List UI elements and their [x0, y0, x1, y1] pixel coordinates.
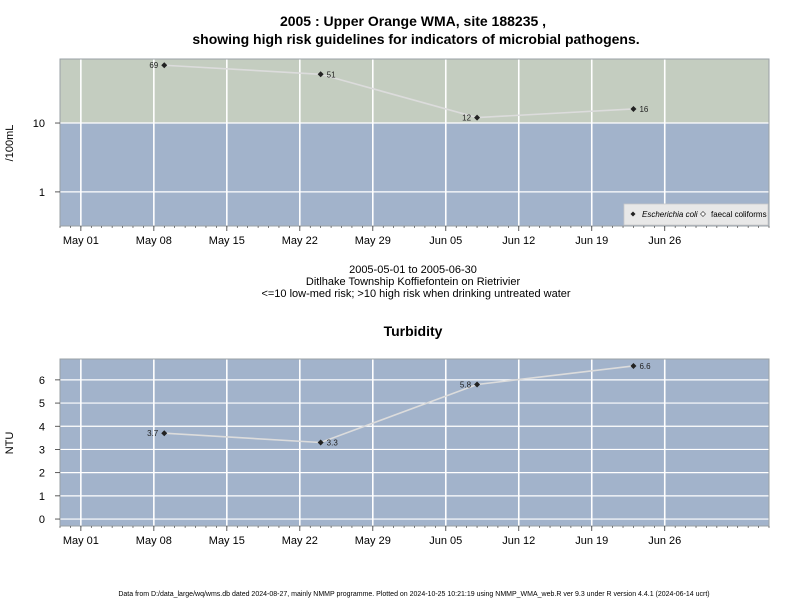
- chart2-x-tick-label: Jun 19: [575, 535, 608, 547]
- chart2-data-point: [317, 439, 324, 446]
- chart2-x-tick-label: May 08: [136, 535, 172, 547]
- chart2-y-axis: 0 1 2 3 4 5 6: [39, 375, 60, 526]
- chart2-y-tick-label: 2: [39, 468, 45, 480]
- legend-box: [623, 203, 769, 226]
- chart1-y-tick-label: 1: [39, 187, 45, 199]
- chart2-data-point: [161, 430, 168, 437]
- chart2-series-polyline: [164, 365, 634, 444]
- chart1-caption-site: Ditlhake Township Koffiefontein on Rietr…: [306, 276, 521, 288]
- chart2-background: [60, 359, 769, 526]
- legend-entry-1: Escherichia coli: [642, 210, 698, 219]
- chart1-x-tick-label: Jun 19: [575, 235, 608, 247]
- chart1-data-labels: 69 51 12 16: [149, 61, 649, 122]
- high-risk-zone: [60, 59, 769, 124]
- chart2-x-tick-label: May 01: [63, 535, 99, 547]
- chart2-series-line: [164, 365, 634, 444]
- chart1-x-tick-label: Jun 05: [429, 235, 462, 247]
- chart2-x-tick-label: Jun 05: [429, 535, 462, 547]
- chart2-y-tick-label: 6: [39, 375, 45, 387]
- legend-filled-diamond-icon: [630, 211, 636, 217]
- chart2-x-tick-label: Jun 26: [648, 535, 681, 547]
- chart1-series-line: [164, 64, 634, 119]
- chart2-points: [161, 362, 637, 446]
- chart1-y-axis-label: /100mL: [4, 125, 16, 162]
- chart1-x-tick-label: May 08: [136, 235, 172, 247]
- legend-hollow-diamond-icon: [700, 211, 706, 217]
- chart2-y-tick-label: 3: [39, 444, 45, 456]
- chart1-x-tick-label: May 01: [63, 235, 99, 247]
- chart1-caption-date-range: 2005-05-01 to 2005-06-30: [349, 264, 477, 276]
- chart1-x-tick-label: Jun 26: [648, 235, 681, 247]
- chart2-x-tick-label: May 29: [355, 535, 391, 547]
- chart2-data-label: 5.8: [460, 381, 472, 390]
- chart2-x-tick-label: Jun 12: [502, 535, 535, 547]
- chart2-y-axis-label: NTU: [4, 432, 16, 455]
- chart1-legend: Escherichia coli faecal coliforms: [623, 203, 769, 226]
- chart1-data-label: 51: [327, 70, 336, 79]
- chart1-x-tick-label: May 22: [282, 235, 318, 247]
- chart1-x-tick-label: May 29: [355, 235, 391, 247]
- chart2-data-label: 6.6: [639, 362, 651, 371]
- chart2-x-axis: May 01 May 08 May 15 May 22 May 29 Jun 05 Jun …: [59, 526, 770, 547]
- chart1-y-axis: 1 10: [33, 118, 60, 199]
- chart2-x-tick-label: May 15: [209, 535, 245, 547]
- chart1-data-point: [474, 114, 481, 121]
- chart2-plot-area: 3.7 3.3 5.8 6.6: [59, 358, 770, 527]
- chart1-series-polyline: [164, 64, 634, 119]
- chart2-y-tick-label: 5: [39, 398, 45, 410]
- chart2-data-label: 3.7: [147, 429, 159, 438]
- legend-entry-2: faecal coliforms: [711, 210, 767, 219]
- chart2-data-labels: 3.7 3.3 5.8 6.6: [147, 362, 651, 448]
- chart2-y-tick-label: 4: [39, 421, 45, 433]
- chart1-data-point: [161, 62, 168, 69]
- chart1-title-line1: 2005 : Upper Orange WMA, site 188235 ,: [280, 13, 546, 29]
- chart1-data-label: 16: [639, 105, 648, 114]
- chart2-y-tick-label: 1: [39, 491, 45, 503]
- chart1-points: [161, 62, 637, 121]
- chart1-y-tick-label: 10: [33, 118, 45, 130]
- chart1-data-label: 12: [462, 114, 471, 123]
- footer-note: Data from D:/data_large/wq/wms.db dated …: [118, 591, 709, 598]
- chart1-plot-area: 69 51 12 16: [59, 58, 770, 227]
- chart1-data-point: [630, 105, 637, 112]
- chart2-data-point: [630, 362, 637, 369]
- chart2-y-tick-label: 0: [39, 514, 45, 526]
- chart1-x-tick-label: May 15: [209, 235, 245, 247]
- chart2-data-label: 3.3: [327, 439, 339, 448]
- chart1-title-line2: showing high risk guidelines for indicat…: [192, 31, 639, 47]
- chart1-grid: [60, 59, 769, 226]
- chart1-caption-guideline: <=10 low-med risk; >10 high risk when dr…: [261, 288, 570, 300]
- chart1-x-axis: May 01 May 08 May 15 May 22 May 29 Jun 05 Jun …: [59, 226, 770, 247]
- chart2-grid: [60, 359, 769, 526]
- chart2-data-point: [474, 381, 481, 388]
- chart1-x-tick-label: Jun 12: [502, 235, 535, 247]
- chart1-data-label: 69: [149, 61, 158, 70]
- chart1-data-point: [317, 71, 324, 78]
- chart2-x-tick-label: May 22: [282, 535, 318, 547]
- chart2-title: Turbidity: [384, 323, 443, 339]
